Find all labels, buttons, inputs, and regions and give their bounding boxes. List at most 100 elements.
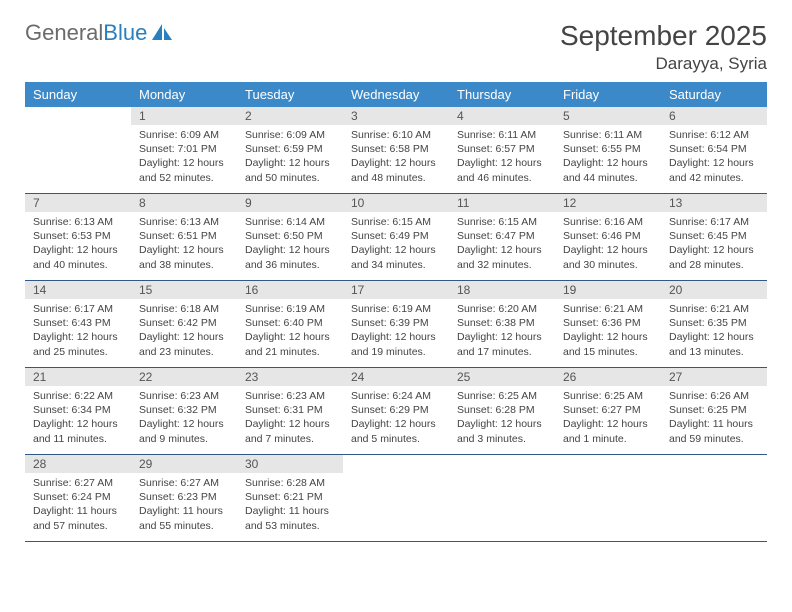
- sunrise-text: Sunrise: 6:22 AM: [33, 389, 123, 403]
- day-info: Sunrise: 6:13 AMSunset: 6:51 PMDaylight:…: [131, 212, 237, 278]
- daylight-text: Daylight: 12 hours and 11 minutes.: [33, 417, 123, 445]
- sunset-text: Sunset: 6:45 PM: [669, 229, 759, 243]
- day-number: 22: [131, 368, 237, 386]
- sunset-text: Sunset: 6:28 PM: [457, 403, 547, 417]
- logo: GeneralBlue: [25, 20, 173, 46]
- day-info: Sunrise: 6:15 AMSunset: 6:49 PMDaylight:…: [343, 212, 449, 278]
- day-info: Sunrise: 6:12 AMSunset: 6:54 PMDaylight:…: [661, 125, 767, 191]
- day-info: Sunrise: 6:26 AMSunset: 6:25 PMDaylight:…: [661, 386, 767, 452]
- day-info: Sunrise: 6:13 AMSunset: 6:53 PMDaylight:…: [25, 212, 131, 278]
- daylight-text: Daylight: 12 hours and 25 minutes.: [33, 330, 123, 358]
- sunrise-text: Sunrise: 6:27 AM: [33, 476, 123, 490]
- calendar-cell: 26Sunrise: 6:25 AMSunset: 6:27 PMDayligh…: [555, 368, 661, 454]
- sunrise-text: Sunrise: 6:09 AM: [245, 128, 335, 142]
- day-number: 9: [237, 194, 343, 212]
- calendar-cell: [25, 107, 131, 193]
- day-number: 16: [237, 281, 343, 299]
- sunset-text: Sunset: 6:53 PM: [33, 229, 123, 243]
- day-number: 30: [237, 455, 343, 473]
- day-number: 25: [449, 368, 555, 386]
- day-info: Sunrise: 6:16 AMSunset: 6:46 PMDaylight:…: [555, 212, 661, 278]
- sunset-text: Sunset: 6:27 PM: [563, 403, 653, 417]
- day-info: Sunrise: 6:15 AMSunset: 6:47 PMDaylight:…: [449, 212, 555, 278]
- week-row: 21Sunrise: 6:22 AMSunset: 6:34 PMDayligh…: [25, 368, 767, 455]
- sunrise-text: Sunrise: 6:23 AM: [245, 389, 335, 403]
- sunset-text: Sunset: 6:47 PM: [457, 229, 547, 243]
- calendar-cell: 10Sunrise: 6:15 AMSunset: 6:49 PMDayligh…: [343, 194, 449, 280]
- sunset-text: Sunset: 6:34 PM: [33, 403, 123, 417]
- weeks-container: 1Sunrise: 6:09 AMSunset: 7:01 PMDaylight…: [25, 107, 767, 542]
- sunset-text: Sunset: 6:55 PM: [563, 142, 653, 156]
- daylight-text: Daylight: 12 hours and 50 minutes.: [245, 156, 335, 184]
- calendar-cell: 19Sunrise: 6:21 AMSunset: 6:36 PMDayligh…: [555, 281, 661, 367]
- calendar-cell: 30Sunrise: 6:28 AMSunset: 6:21 PMDayligh…: [237, 455, 343, 541]
- sunset-text: Sunset: 6:23 PM: [139, 490, 229, 504]
- calendar-cell: 4Sunrise: 6:11 AMSunset: 6:57 PMDaylight…: [449, 107, 555, 193]
- sunrise-text: Sunrise: 6:20 AM: [457, 302, 547, 316]
- calendar: SundayMondayTuesdayWednesdayThursdayFrid…: [25, 82, 767, 542]
- sunset-text: Sunset: 6:46 PM: [563, 229, 653, 243]
- sunset-text: Sunset: 6:31 PM: [245, 403, 335, 417]
- day-info: Sunrise: 6:14 AMSunset: 6:50 PMDaylight:…: [237, 212, 343, 278]
- day-number: 17: [343, 281, 449, 299]
- sunset-text: Sunset: 6:29 PM: [351, 403, 441, 417]
- calendar-cell: [449, 455, 555, 541]
- sunrise-text: Sunrise: 6:16 AM: [563, 215, 653, 229]
- day-number: 13: [661, 194, 767, 212]
- sunset-text: Sunset: 6:54 PM: [669, 142, 759, 156]
- daylight-text: Daylight: 12 hours and 30 minutes.: [563, 243, 653, 271]
- day-info: Sunrise: 6:21 AMSunset: 6:35 PMDaylight:…: [661, 299, 767, 365]
- daylight-text: Daylight: 12 hours and 5 minutes.: [351, 417, 441, 445]
- sunset-text: Sunset: 6:25 PM: [669, 403, 759, 417]
- day-of-week-header: Saturday: [661, 82, 767, 107]
- title-block: September 2025 Darayya, Syria: [560, 20, 767, 74]
- sunset-text: Sunset: 6:57 PM: [457, 142, 547, 156]
- daylight-text: Daylight: 12 hours and 21 minutes.: [245, 330, 335, 358]
- sunrise-text: Sunrise: 6:28 AM: [245, 476, 335, 490]
- sunset-text: Sunset: 6:36 PM: [563, 316, 653, 330]
- daylight-text: Daylight: 11 hours and 55 minutes.: [139, 504, 229, 532]
- calendar-cell: 5Sunrise: 6:11 AMSunset: 6:55 PMDaylight…: [555, 107, 661, 193]
- day-number: 21: [25, 368, 131, 386]
- day-info: Sunrise: 6:09 AMSunset: 7:01 PMDaylight:…: [131, 125, 237, 191]
- sunset-text: Sunset: 6:40 PM: [245, 316, 335, 330]
- calendar-cell: 1Sunrise: 6:09 AMSunset: 7:01 PMDaylight…: [131, 107, 237, 193]
- daylight-text: Daylight: 12 hours and 17 minutes.: [457, 330, 547, 358]
- sunrise-text: Sunrise: 6:26 AM: [669, 389, 759, 403]
- day-number: 26: [555, 368, 661, 386]
- sunset-text: Sunset: 6:24 PM: [33, 490, 123, 504]
- daylight-text: Daylight: 12 hours and 13 minutes.: [669, 330, 759, 358]
- day-info: Sunrise: 6:10 AMSunset: 6:58 PMDaylight:…: [343, 125, 449, 191]
- calendar-cell: 6Sunrise: 6:12 AMSunset: 6:54 PMDaylight…: [661, 107, 767, 193]
- calendar-cell: [555, 455, 661, 541]
- day-number: 24: [343, 368, 449, 386]
- day-info: Sunrise: 6:11 AMSunset: 6:57 PMDaylight:…: [449, 125, 555, 191]
- day-number: 2: [237, 107, 343, 125]
- sunset-text: Sunset: 6:43 PM: [33, 316, 123, 330]
- sunset-text: Sunset: 6:51 PM: [139, 229, 229, 243]
- sunrise-text: Sunrise: 6:14 AM: [245, 215, 335, 229]
- sunrise-text: Sunrise: 6:23 AM: [139, 389, 229, 403]
- day-of-week-header: Monday: [131, 82, 237, 107]
- day-number: 3: [343, 107, 449, 125]
- day-of-week-header: Wednesday: [343, 82, 449, 107]
- sunset-text: Sunset: 6:35 PM: [669, 316, 759, 330]
- sunset-text: Sunset: 6:58 PM: [351, 142, 441, 156]
- calendar-cell: 18Sunrise: 6:20 AMSunset: 6:38 PMDayligh…: [449, 281, 555, 367]
- daylight-text: Daylight: 11 hours and 57 minutes.: [33, 504, 123, 532]
- sunrise-text: Sunrise: 6:21 AM: [563, 302, 653, 316]
- logo-text-general: General: [25, 20, 103, 46]
- calendar-cell: 13Sunrise: 6:17 AMSunset: 6:45 PMDayligh…: [661, 194, 767, 280]
- logo-text-blue: Blue: [103, 20, 147, 46]
- day-number: 5: [555, 107, 661, 125]
- sunrise-text: Sunrise: 6:13 AM: [33, 215, 123, 229]
- day-number: 27: [661, 368, 767, 386]
- calendar-cell: 12Sunrise: 6:16 AMSunset: 6:46 PMDayligh…: [555, 194, 661, 280]
- sunrise-text: Sunrise: 6:12 AM: [669, 128, 759, 142]
- daylight-text: Daylight: 11 hours and 59 minutes.: [669, 417, 759, 445]
- month-title: September 2025: [560, 20, 767, 52]
- calendar-cell: 28Sunrise: 6:27 AMSunset: 6:24 PMDayligh…: [25, 455, 131, 541]
- calendar-cell: 21 Sunrise: 6:22 AMSunset: 6:34 PMDayligh…: [25, 368, 131, 454]
- daylight-text: Daylight: 12 hours and 7 minutes.: [245, 417, 335, 445]
- sunrise-text: Sunrise: 6:13 AM: [139, 215, 229, 229]
